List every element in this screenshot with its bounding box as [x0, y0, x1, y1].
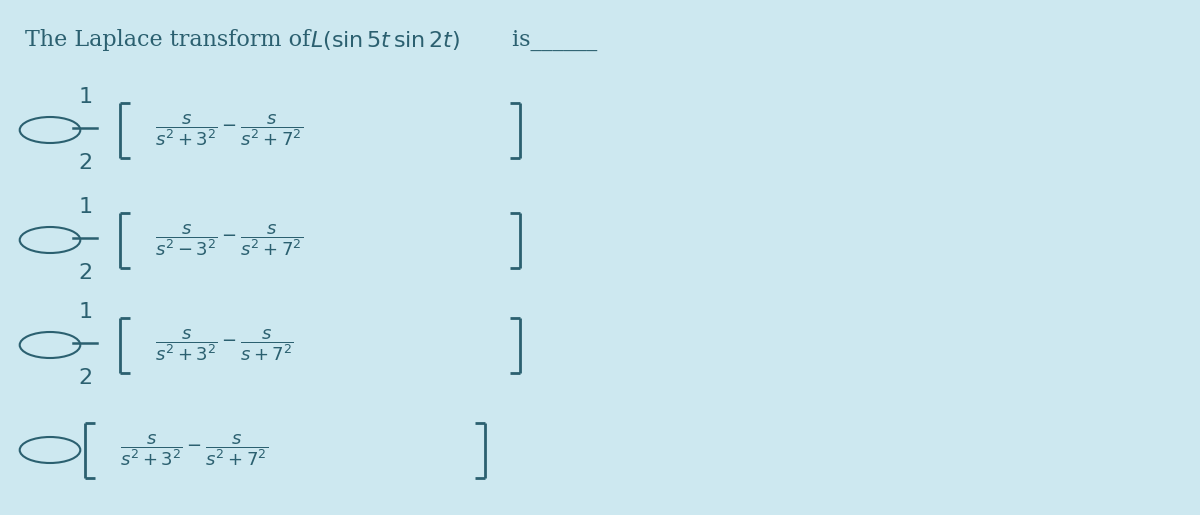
Text: $1$: $1$ — [78, 196, 92, 218]
Text: $\dfrac{s}{s^2+3^2}-\dfrac{s}{s+7^2}$: $\dfrac{s}{s^2+3^2}-\dfrac{s}{s+7^2}$ — [155, 327, 294, 363]
Text: is______: is______ — [505, 29, 598, 51]
Text: The Laplace transform of: The Laplace transform of — [25, 29, 317, 51]
Text: $1$: $1$ — [78, 86, 92, 108]
Text: $2$: $2$ — [78, 262, 92, 284]
Text: $\dfrac{s}{s^2+3^2}-\dfrac{s}{s^2+7^2}$: $\dfrac{s}{s^2+3^2}-\dfrac{s}{s^2+7^2}$ — [120, 432, 269, 468]
Text: $2$: $2$ — [78, 367, 92, 389]
Text: $1$: $1$ — [78, 301, 92, 323]
Text: $\dfrac{s}{s^2-3^2}-\dfrac{s}{s^2+7^2}$: $\dfrac{s}{s^2-3^2}-\dfrac{s}{s^2+7^2}$ — [155, 222, 304, 258]
Text: $\dfrac{s}{s^2+3^2}-\dfrac{s}{s^2+7^2}$: $\dfrac{s}{s^2+3^2}-\dfrac{s}{s^2+7^2}$ — [155, 112, 304, 148]
Text: $\mathit{L}(\sin 5t\,\sin 2t)$: $\mathit{L}(\sin 5t\,\sin 2t)$ — [310, 28, 460, 52]
Text: $2$: $2$ — [78, 152, 92, 174]
